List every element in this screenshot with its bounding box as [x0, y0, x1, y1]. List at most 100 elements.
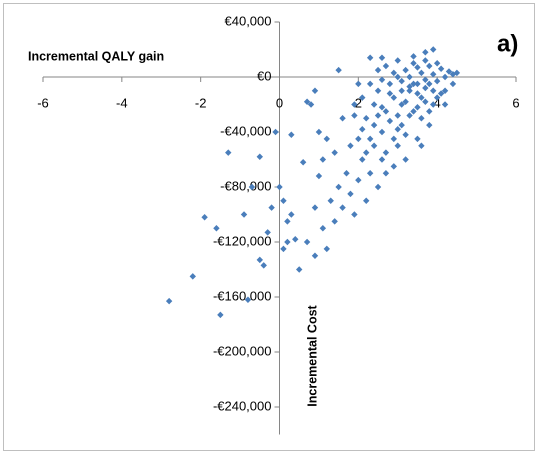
- point: [315, 172, 323, 180]
- point: [386, 117, 394, 125]
- point: [244, 296, 252, 303]
- point: [398, 87, 405, 94]
- point: [449, 80, 457, 88]
- point: [366, 80, 374, 88]
- point: [386, 90, 394, 97]
- point: [390, 163, 398, 170]
- point: [366, 170, 374, 177]
- point: [430, 71, 437, 78]
- point: [303, 238, 311, 246]
- point: [402, 156, 409, 163]
- point: [394, 112, 401, 119]
- point: [248, 183, 256, 191]
- x-tick-label: 6: [512, 95, 519, 110]
- panel-label: a): [497, 30, 518, 57]
- point: [402, 66, 409, 74]
- point: [323, 245, 330, 253]
- point: [422, 49, 429, 56]
- point: [288, 131, 295, 138]
- point: [264, 229, 271, 236]
- point: [418, 115, 425, 122]
- point: [430, 101, 437, 108]
- x-axis-title: Incremental QALY gain: [28, 49, 164, 63]
- point: [307, 101, 315, 108]
- y-tick-label: -€200,000: [213, 343, 272, 358]
- point: [378, 54, 386, 61]
- point: [394, 126, 401, 133]
- point: [437, 65, 445, 72]
- point: [355, 176, 362, 184]
- point: [414, 104, 421, 111]
- point: [426, 121, 433, 129]
- point: [394, 73, 401, 81]
- point: [260, 262, 267, 269]
- point: [410, 108, 417, 115]
- point: [280, 197, 287, 204]
- point: [335, 183, 342, 191]
- point: [422, 57, 429, 64]
- point: [418, 142, 425, 149]
- point: [410, 60, 417, 67]
- point: [406, 83, 413, 90]
- point: [335, 66, 342, 74]
- point: [351, 211, 358, 218]
- point: [284, 238, 291, 246]
- point: [422, 98, 429, 105]
- point: [418, 94, 425, 101]
- point: [430, 87, 437, 94]
- point: [355, 80, 362, 88]
- point: [382, 108, 390, 115]
- point: [414, 80, 421, 88]
- point: [426, 80, 433, 88]
- point: [382, 62, 390, 70]
- point: [347, 142, 354, 149]
- y-tick-label: -€40,000: [220, 123, 271, 138]
- point: [343, 170, 350, 177]
- point: [351, 112, 358, 119]
- y-axis-title: Incremental Cost: [305, 304, 319, 406]
- y-tick-label: -€160,000: [213, 288, 272, 303]
- point: [370, 121, 378, 129]
- point: [299, 159, 307, 166]
- point: [363, 197, 370, 204]
- point: [311, 252, 319, 259]
- x-tick-label: -4: [116, 95, 128, 110]
- x-tick-label: 0: [276, 95, 283, 110]
- y-tick-label: €0: [257, 68, 271, 83]
- point: [382, 149, 390, 156]
- point: [374, 112, 382, 119]
- point: [426, 62, 433, 70]
- x-tick-label: 4: [434, 95, 441, 110]
- point: [386, 80, 394, 88]
- point: [363, 149, 370, 156]
- point: [311, 204, 319, 211]
- point: [288, 211, 295, 218]
- point: [437, 90, 445, 97]
- point: [359, 126, 366, 133]
- point: [319, 156, 327, 163]
- point: [189, 273, 196, 280]
- point: [256, 153, 263, 160]
- point: [394, 57, 401, 64]
- point: [366, 135, 374, 143]
- point: [292, 236, 299, 243]
- point: [430, 46, 437, 53]
- point: [402, 98, 409, 105]
- point: [315, 128, 323, 136]
- point: [418, 69, 425, 77]
- point: [296, 266, 303, 273]
- point: [370, 101, 378, 108]
- point: [394, 142, 401, 149]
- point: [406, 87, 413, 94]
- point: [256, 256, 263, 264]
- point: [410, 53, 417, 60]
- point: [378, 76, 386, 83]
- point: [327, 197, 334, 204]
- point: [453, 69, 461, 77]
- point: [441, 101, 449, 108]
- point: [426, 108, 433, 115]
- point: [351, 101, 358, 108]
- point: [319, 225, 327, 232]
- point: [213, 225, 220, 232]
